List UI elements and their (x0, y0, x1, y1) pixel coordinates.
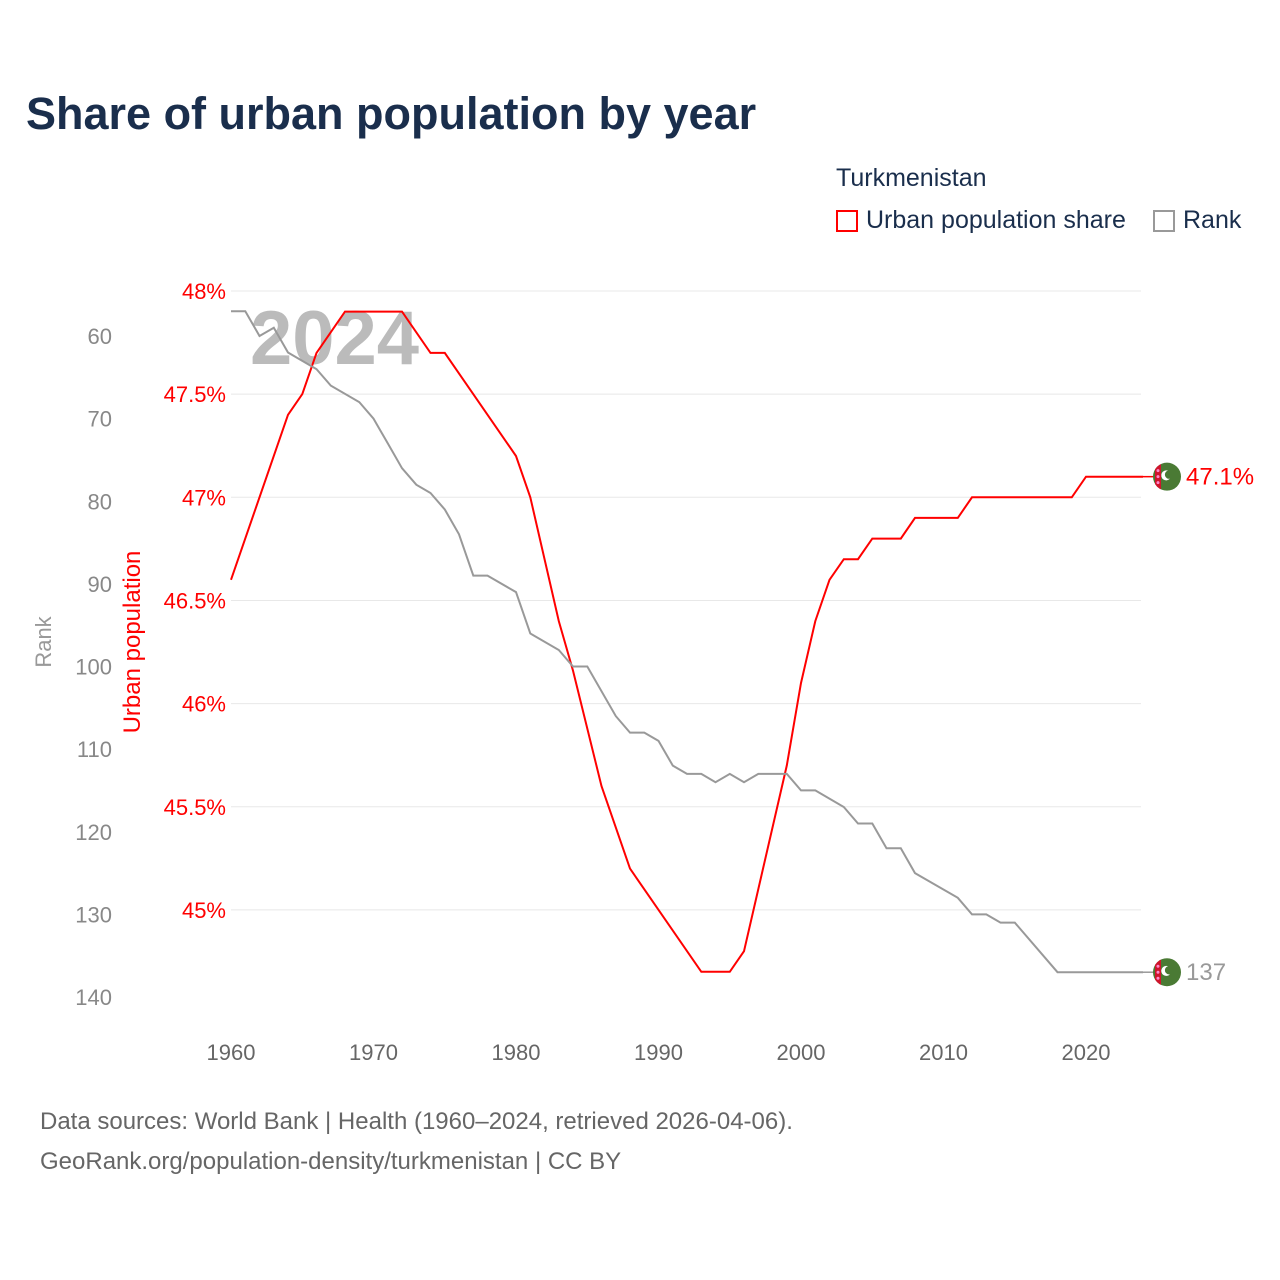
rank-tick-label: 120 (75, 820, 112, 845)
turkmenistan-flag-icon (1153, 462, 1181, 491)
urban-tick-label: 45.5% (164, 795, 226, 820)
rank-tick-label: 100 (75, 655, 112, 680)
urban-tick-label: 48% (182, 279, 226, 304)
rank-tick-label: 90 (88, 572, 112, 597)
attribution-line: GeoRank.org/population-density/turkmenis… (40, 1148, 622, 1175)
legend-item-rank[interactable]: Rank (1153, 206, 1241, 235)
source-line: Data sources: World Bank | Health (1960–… (40, 1108, 793, 1135)
legend-item-urban[interactable]: Urban population share (836, 206, 1126, 235)
legend-swatch-rank (1153, 209, 1175, 232)
rank-axis-title: Rank (31, 615, 56, 667)
chart-title: Share of urban population by year (26, 88, 757, 139)
turkmenistan-flag-icon (1153, 958, 1181, 987)
legend-country: Turkmenistan (836, 164, 987, 192)
rank-line (231, 310, 1143, 974)
rank-end-label: 137 (1186, 959, 1226, 986)
x-tick-label: 1970 (349, 1040, 398, 1065)
urban-tick-label: 47.5% (164, 382, 226, 407)
urban-end-label: 47.1% (1186, 464, 1254, 491)
rank-tick-label: 110 (77, 737, 112, 762)
legend-label-urban: Urban population share (866, 206, 1126, 234)
x-tick-label: 2000 (777, 1040, 826, 1065)
urban-share-line (230, 310, 1143, 973)
rank-tick-label: 130 (75, 902, 112, 927)
legend-swatch-urban (836, 209, 858, 232)
x-tick-label: 1980 (492, 1040, 541, 1065)
rank-tick-label: 140 (75, 985, 112, 1010)
urban-tick-label: 47% (182, 485, 226, 510)
x-tick-label: 1990 (634, 1040, 683, 1065)
urban-axis-title: Urban population (119, 551, 146, 734)
x-tick-label: 2020 (1062, 1040, 1111, 1065)
urban-tick-label: 46.5% (164, 588, 226, 613)
x-tick-label: 2010 (919, 1040, 968, 1065)
legend-label-rank: Rank (1183, 206, 1242, 234)
rank-tick-label: 70 (88, 407, 112, 432)
urban-tick-label: 45% (182, 898, 226, 923)
rank-tick-label: 80 (88, 489, 112, 514)
year-watermark: 2024 (250, 296, 419, 381)
x-tick-label: 1960 (207, 1040, 256, 1065)
rank-tick-label: 60 (88, 324, 112, 349)
urban-tick-label: 46% (182, 692, 226, 717)
